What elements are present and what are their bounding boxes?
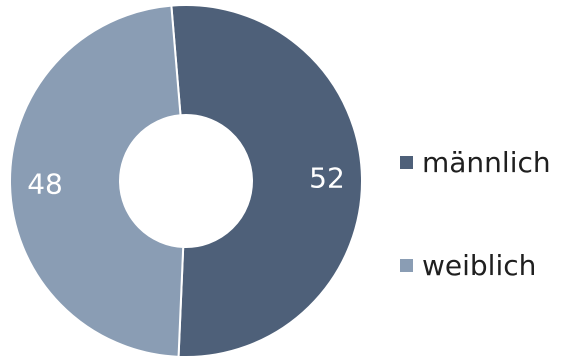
legend-swatch-maennlich	[400, 156, 413, 169]
legend-label-weiblich: weiblich	[422, 249, 537, 282]
legend-label-maennlich: männlich	[422, 146, 551, 179]
slice-weiblich	[9, 4, 185, 358]
data-label-maennlich: 52	[309, 162, 345, 195]
data-label-weiblich: 48	[27, 167, 63, 200]
legend-item-weiblich: weiblich	[400, 249, 536, 282]
legend-swatch-weiblich	[400, 259, 413, 272]
legend-item-maennlich: männlich	[400, 146, 551, 179]
slice-maennlich	[170, 4, 363, 358]
